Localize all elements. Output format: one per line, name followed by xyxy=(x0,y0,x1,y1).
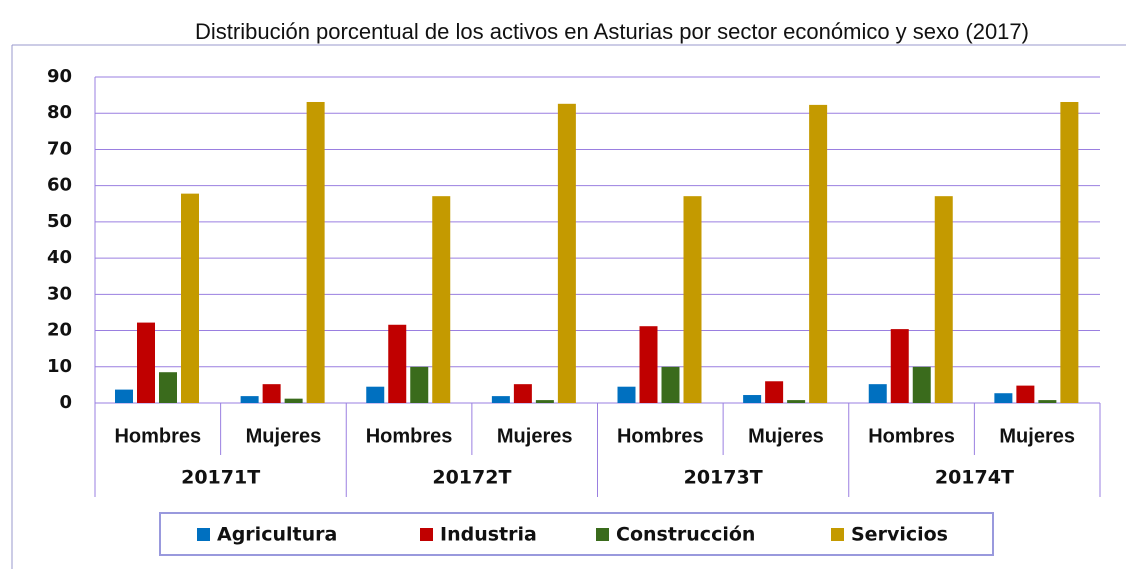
x-tick-label: Hombres xyxy=(868,425,955,447)
legend-label: Construcción xyxy=(616,524,755,546)
bar xyxy=(513,384,532,403)
bar xyxy=(1038,400,1057,403)
x-tick-label: Mujeres xyxy=(246,425,322,447)
y-tick-label: 70 xyxy=(47,138,72,159)
bar xyxy=(181,193,199,403)
y-tick-label: 30 xyxy=(47,283,72,304)
bar xyxy=(240,396,259,403)
x-tick-label: Hombres xyxy=(617,425,704,447)
bar xyxy=(661,366,680,403)
bar xyxy=(639,326,658,403)
legend-swatch xyxy=(831,528,844,541)
bar xyxy=(284,398,303,403)
x-tick-label: Hombres xyxy=(114,425,201,447)
y-tick-label: 40 xyxy=(47,247,72,268)
bar xyxy=(890,329,909,403)
y-tick-label: 10 xyxy=(47,356,72,377)
bar xyxy=(787,400,806,403)
y-tick-label: 60 xyxy=(47,175,72,196)
bar xyxy=(934,196,953,403)
bar xyxy=(388,324,407,403)
x-tick-label: Mujeres xyxy=(497,425,573,447)
bar xyxy=(535,400,554,403)
y-tick-label: 50 xyxy=(47,211,72,232)
bar xyxy=(432,196,451,403)
bar xyxy=(557,103,576,403)
legend-label: Industria xyxy=(440,524,537,546)
group-label: 20174T xyxy=(935,467,1014,489)
bar xyxy=(912,366,931,403)
y-tick-label: 80 xyxy=(47,102,72,123)
legend-swatch xyxy=(596,528,609,541)
bar xyxy=(1016,385,1035,403)
bar xyxy=(115,389,133,403)
x-tick-label: Hombres xyxy=(366,425,453,447)
legend-swatch xyxy=(197,528,210,541)
y-tick-label: 0 xyxy=(59,392,72,413)
group-label: 20172T xyxy=(432,467,511,489)
bar xyxy=(743,395,762,403)
y-tick-label: 20 xyxy=(47,320,72,341)
bar xyxy=(410,366,429,403)
bar xyxy=(1060,101,1079,403)
legend-label: Servicios xyxy=(851,524,948,546)
group-label: 20173T xyxy=(684,467,763,489)
x-tick-label: Mujeres xyxy=(748,425,824,447)
legend-label: Agricultura xyxy=(217,524,337,546)
bar xyxy=(617,386,636,403)
bar xyxy=(262,384,281,403)
bar xyxy=(491,396,510,403)
bar xyxy=(868,384,887,403)
group-label: 20171T xyxy=(181,467,260,489)
bar xyxy=(366,386,385,403)
y-tick-label: 90 xyxy=(47,66,72,87)
legend-box xyxy=(159,512,994,556)
chart-title: Distribución porcentual de los activos e… xyxy=(195,19,1029,44)
x-tick-label: Mujeres xyxy=(999,425,1075,447)
bar xyxy=(765,381,784,403)
bar xyxy=(137,322,155,403)
bar xyxy=(306,101,325,403)
bar xyxy=(159,372,177,403)
bar xyxy=(683,196,702,403)
legend-swatch xyxy=(420,528,433,541)
bar xyxy=(994,393,1013,403)
bar xyxy=(809,104,828,403)
